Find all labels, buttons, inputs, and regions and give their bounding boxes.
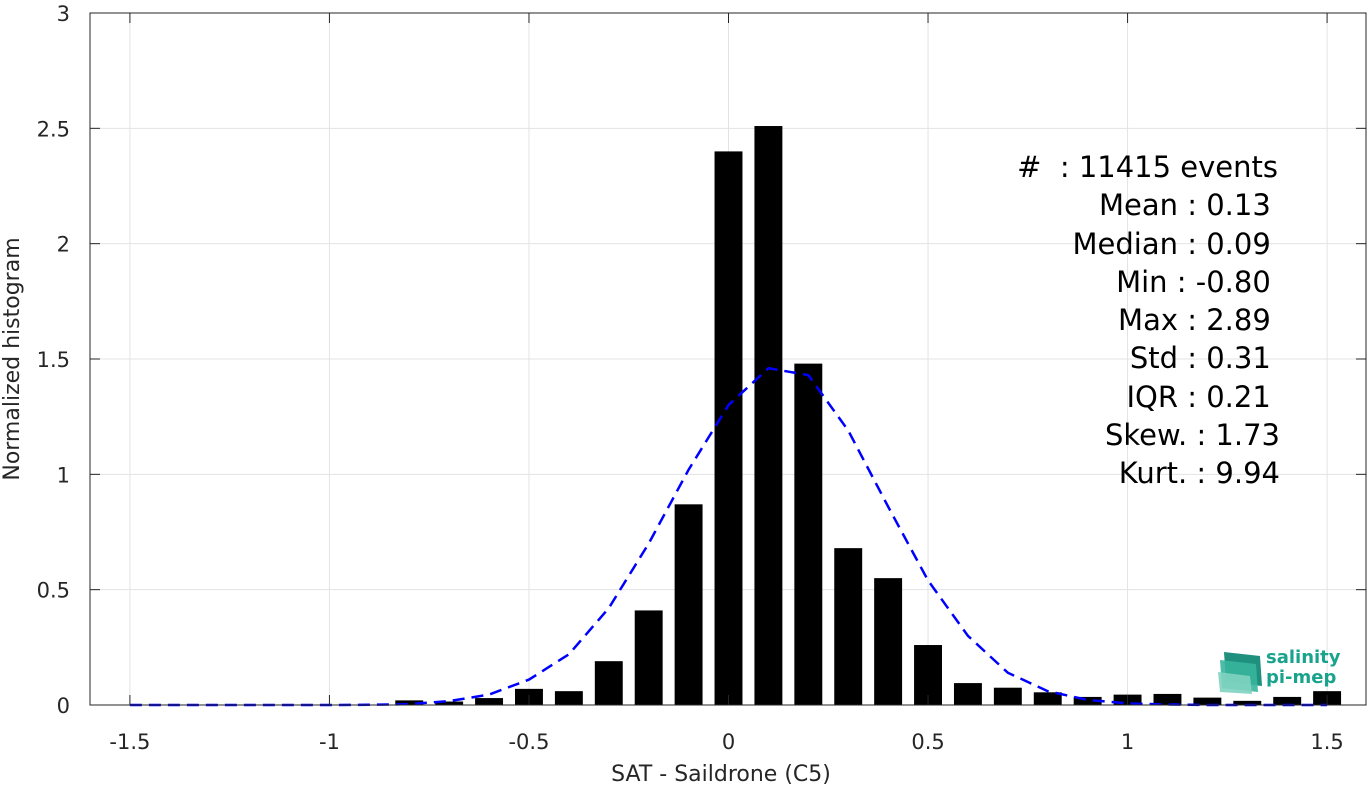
- salinity-pimep-logo: salinity pi-mep: [1216, 646, 1346, 696]
- histogram-bar: [1073, 696, 1102, 705]
- y-tick-label: 0.5: [37, 579, 70, 603]
- histogram-bar: [714, 151, 743, 705]
- stat-skew: Skew. : 1.73: [1104, 418, 1280, 453]
- stat-median: Median : 0.09: [1072, 226, 1280, 261]
- x-tick-label: 1.5: [1310, 730, 1343, 754]
- histogram-bar: [395, 700, 424, 705]
- logo-text-salinity: salinity: [1266, 647, 1341, 668]
- histogram-bar: [674, 504, 703, 705]
- stat-mean: Mean : 0.13: [1098, 188, 1280, 223]
- histogram-bar: [1273, 696, 1302, 705]
- histogram-bar: [794, 363, 823, 705]
- x-tick-label: 0: [722, 730, 735, 754]
- histogram-bar: [754, 126, 783, 705]
- stat-std: Std : 0.31: [1129, 341, 1280, 376]
- histogram-bar: [993, 687, 1022, 705]
- histogram-bar: [634, 610, 663, 705]
- histogram-bar: [554, 691, 583, 705]
- y-tick-label: 0: [57, 694, 70, 718]
- x-axis-label: SAT - Saildrone (C5): [611, 762, 831, 785]
- y-tick-label: 2.5: [37, 117, 70, 141]
- logo-text-pimep: pi-mep: [1266, 667, 1337, 688]
- stat-kurt: Kurt. : 9.94: [1118, 456, 1280, 491]
- logo-wave-icon: [1218, 652, 1262, 694]
- histogram-bar: [1233, 700, 1262, 705]
- histogram-bar: [834, 548, 863, 705]
- stat-events: # : 11415 events: [1017, 150, 1278, 184]
- x-tick-label: -1.5: [109, 730, 150, 754]
- x-axis-ticks: -1.5 -1 -0.5 0 0.5 1 1.5: [109, 13, 1344, 754]
- y-axis-label: Normalized histogram: [0, 237, 25, 480]
- stat-max: Max : 2.89: [1118, 303, 1280, 338]
- x-tick-label: -0.5: [508, 730, 549, 754]
- histogram-bar: [1193, 697, 1222, 705]
- stat-iqr: IQR : 0.21: [1126, 379, 1280, 414]
- histogram-bar: [874, 578, 903, 705]
- histogram-bar: [953, 683, 982, 705]
- y-tick-label: 2: [57, 233, 70, 257]
- histogram-bar: [1033, 692, 1062, 705]
- stat-min: Min : -0.80: [1116, 264, 1280, 299]
- y-axis-ticks: 0 0.5 1 1.5 2 2.5 3: [37, 2, 1366, 718]
- statistics-box: # : 11415 events Mean : 0.13 Median : 0.…: [880, 148, 1280, 493]
- x-tick-label: 0.5: [911, 730, 944, 754]
- histogram-bar: [435, 701, 464, 705]
- histogram-bar: [1153, 693, 1182, 705]
- y-tick-label: 3: [57, 2, 70, 26]
- histogram-bar: [594, 661, 623, 705]
- bars: [395, 126, 1342, 705]
- y-tick-label: 1: [57, 463, 70, 487]
- y-tick-label: 1.5: [37, 348, 70, 372]
- histogram-bar: [475, 698, 504, 705]
- x-tick-label: 1: [1121, 730, 1134, 754]
- x-tick-label: -1: [319, 730, 340, 754]
